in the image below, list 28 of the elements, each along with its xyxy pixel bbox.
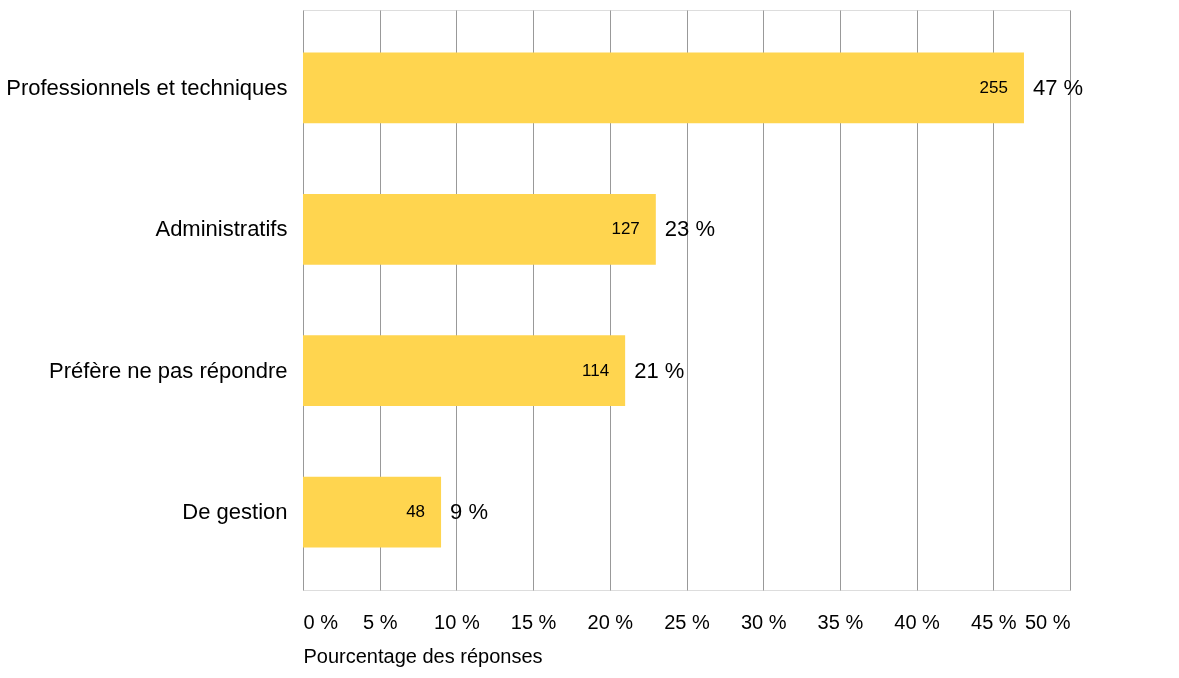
x-tick-label: 10 % xyxy=(434,610,480,633)
y-tick-label: Préfère ne pas répondre xyxy=(49,357,288,383)
annotation: 48 xyxy=(406,502,426,522)
x-tick-label: 50 % xyxy=(1024,610,1071,633)
x-tick-label: 40 % xyxy=(894,610,941,633)
x-tick-label: 5 % xyxy=(362,610,398,633)
x-tick-label: 0 % xyxy=(303,610,339,633)
y-tick-label: De gestion xyxy=(182,499,288,525)
x-axis-title: Pourcentage des réponses xyxy=(303,644,543,667)
data-label: 47 % xyxy=(1032,74,1084,100)
x-tick-label: 35 % xyxy=(817,610,864,633)
data-label: 23 % xyxy=(664,216,715,242)
data-label: 21 % xyxy=(634,357,685,383)
x-tick-label: 15 % xyxy=(510,610,557,633)
bar xyxy=(303,335,626,407)
bar xyxy=(303,476,442,548)
x-tick-label: 20 % xyxy=(587,610,634,633)
x-tick-label: 25 % xyxy=(664,610,711,633)
y-tick-label: Professionnels et techniques xyxy=(6,74,288,100)
data-label: 9 % xyxy=(450,499,488,525)
bar xyxy=(303,193,656,265)
annotation: 255 xyxy=(979,77,1008,97)
x-tick-label: 30 % xyxy=(740,610,787,633)
y-tick-label: Administratifs xyxy=(155,216,288,242)
annotation: 114 xyxy=(582,360,610,380)
annotation: 127 xyxy=(611,219,640,239)
bar xyxy=(303,52,1024,124)
x-tick-label: 45 % xyxy=(971,610,1017,633)
